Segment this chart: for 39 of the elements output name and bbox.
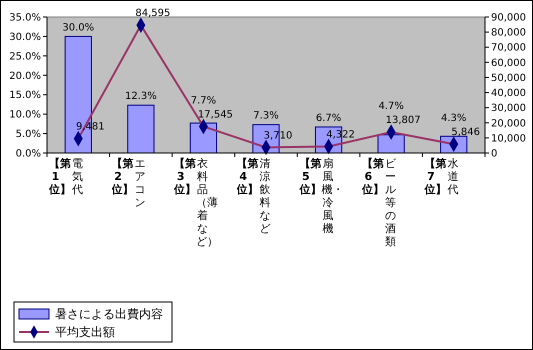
y2-tick-label: 0	[491, 148, 498, 160]
data-label: 4.7%	[378, 101, 404, 112]
x-tick-label: 【第7位】水道代	[424, 157, 460, 196]
data-label: 7.7%	[190, 95, 216, 106]
legend-label: 暑さによる出費内容	[55, 307, 163, 322]
y-tick-label: 35.0%	[9, 12, 41, 24]
category-label: 【第4位】清涼飲料など	[236, 157, 271, 235]
data-label: 7.3%	[253, 110, 279, 122]
data-label: 6.7%	[316, 112, 342, 124]
y2-tick-label: 70,000	[491, 42, 526, 54]
category-label: 【第3位】衣料品（薄着など）	[174, 157, 218, 248]
y-tick-label: 30.0%	[9, 32, 41, 43]
y-tick-label: 10.0%	[9, 110, 41, 121]
y-tick-label: 5.0%	[16, 129, 41, 140]
data-label: 84,595	[135, 8, 170, 20]
category-label: 【第5位】扇風機・冷風機	[299, 157, 344, 235]
bar	[127, 104, 154, 154]
y-tick-label: 0.0%	[16, 148, 41, 160]
y-tick-label: 20.0%	[9, 70, 41, 82]
y-tick-label: 15.0%	[9, 90, 41, 102]
data-label: 5,846	[451, 127, 480, 138]
y2-tick-label: 20,000	[491, 118, 526, 130]
x-tick-label: 【第1位】電気代	[49, 157, 84, 196]
data-label: 17,545	[198, 109, 233, 120]
data-label: 12.3%	[124, 91, 157, 102]
data-label: 4.3%	[441, 113, 466, 124]
y2-tick-label: 40,000	[491, 88, 526, 100]
y2-tick-label: 60,000	[491, 58, 526, 69]
y-tick-label: 25.0%	[9, 51, 41, 62]
data-label: 13,807	[386, 115, 421, 126]
x-tick-label: 【第2位】エアコン	[112, 157, 147, 209]
y2-tick-label: 50,000	[491, 72, 526, 84]
legend-label: 平均支出額	[55, 325, 115, 340]
data-label: 30.0%	[62, 22, 94, 34]
y2-tick-label: 80,000	[491, 28, 526, 39]
category-label: 【第6位】ビール等の酒類	[362, 157, 396, 248]
y2-tick-label: 90,000	[491, 12, 526, 24]
y2-tick-label: 30,000	[491, 103, 526, 114]
y2-tick-label: 10,000	[491, 133, 526, 144]
